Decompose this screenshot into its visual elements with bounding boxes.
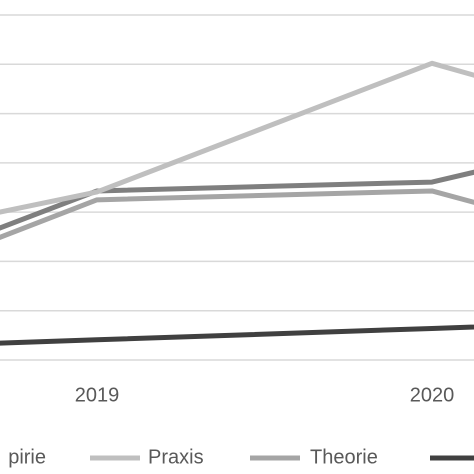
x-tick-label: 2020 <box>410 384 455 406</box>
legend-label: pirie <box>8 446 46 468</box>
series-line <box>0 188 474 241</box>
series-line <box>0 169 474 231</box>
series-line <box>0 60 474 215</box>
x-tick-label: 2019 <box>75 384 120 406</box>
legend-label: Praxis <box>148 446 204 468</box>
series-line <box>0 324 474 346</box>
legend-label: Theorie <box>310 446 378 468</box>
